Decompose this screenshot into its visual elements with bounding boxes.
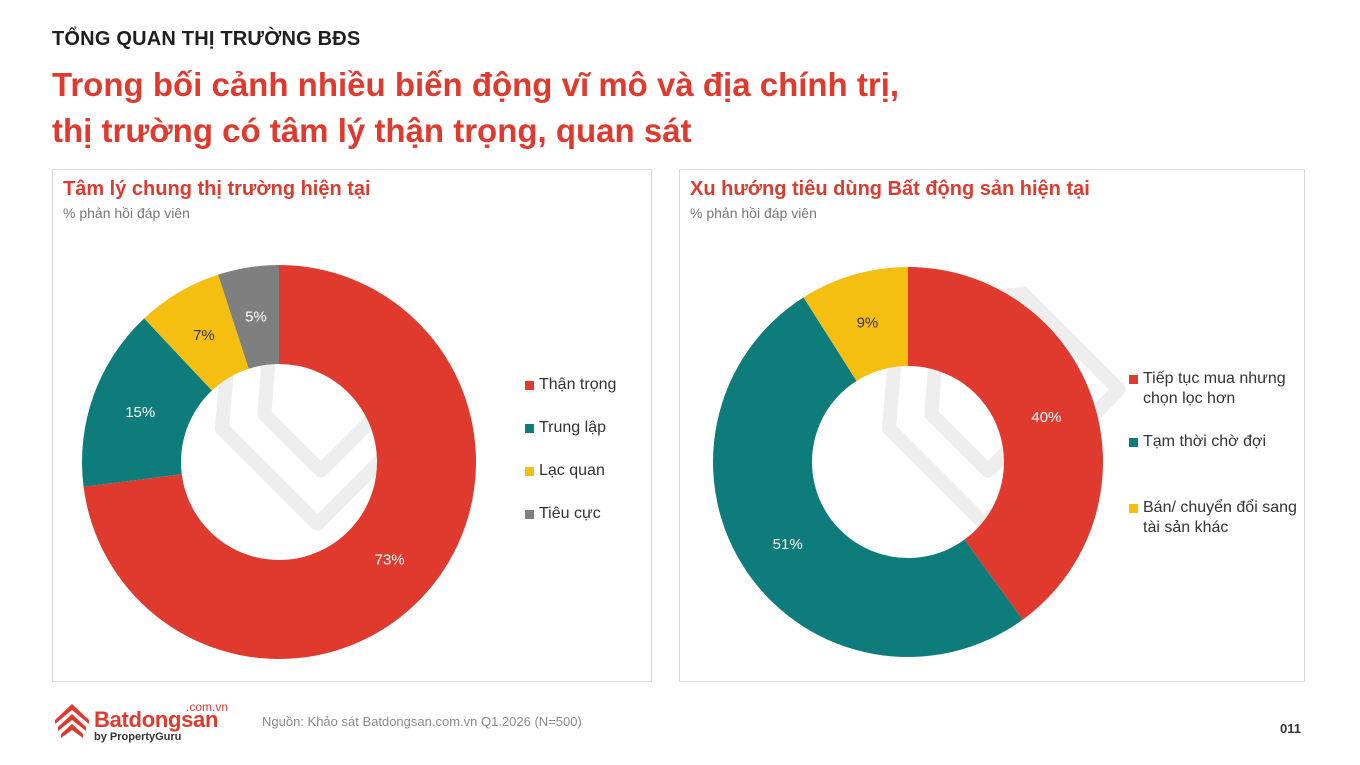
- donut-chart-consumption-trend: 40% 51% 9%: [713, 267, 1126, 657]
- data-label-ban-chuyen-doi-sang-tai-san-khac: 9%: [857, 314, 879, 331]
- data-label-tiep-tuc-mua-nhung-chon-loc-hon: 40%: [1031, 409, 1061, 426]
- section-label: TỔNG QUAN THỊ TRƯỜNG BĐS: [52, 28, 361, 50]
- headline-line-1: Trong bối cảnh nhiều biến động vĩ mô và …: [52, 66, 900, 103]
- legend-swatch: [525, 467, 534, 476]
- page-number: 011: [1280, 721, 1301, 736]
- legend-label: Lạc quan: [539, 462, 605, 479]
- data-label-than-trong: 73%: [375, 552, 405, 569]
- donut-slice-tiep-tuc-mua-nhung-chon-loc-hon: [908, 267, 1103, 620]
- donut-slice-ban-chuyen-doi-sang-tai-san-khac: [803, 267, 908, 381]
- chart-panel-market-sentiment: 73% 15% 7% 5% Tâm lý chung thị trường hiện …: [52, 169, 652, 682]
- logo-byline: by PropertyGuru: [94, 731, 182, 743]
- donut-slice-tam-thoi-cho-doi: [713, 297, 1023, 657]
- legend-label: Tiêu cực: [539, 505, 601, 522]
- donut-slice-than-trong: [83, 265, 476, 659]
- page-headline: Trong bối cảnh nhiều biến động vĩ mô và …: [52, 62, 899, 154]
- data-label-tam-thoi-cho-doi: 51%: [773, 536, 803, 553]
- legend-label: Tiếp tục mua nhưng chọn lọc hơn: [1143, 370, 1286, 407]
- donut-slice-tieu-cuc: [218, 265, 279, 369]
- legend-label: Bán/ chuyển đổi sang tài sản khác: [1143, 499, 1297, 536]
- legend-swatch: [525, 424, 534, 433]
- donut-chart-market-sentiment: 73% 15% 7% 5%: [81, 265, 476, 659]
- chart-panel-consumption-trend: 40% 51% 9% Xu hướng tiêu dùng Bất động sản…: [679, 169, 1305, 682]
- chart-title: Tâm lý chung thị trường hiện tại: [63, 178, 371, 200]
- chart-title: Xu hướng tiêu dùng Bất động sản hiện tại: [690, 178, 1090, 200]
- legend-swatch: [525, 381, 534, 390]
- headline-line-2: thị trường có tâm lý thận trọng, quan sá…: [52, 112, 692, 149]
- data-label-tieu-cuc: 5%: [245, 308, 267, 325]
- legend-swatch: [525, 510, 534, 519]
- chart-subtitle: % phản hồi đáp viên: [690, 205, 817, 221]
- legend-label: Thận trọng: [539, 376, 617, 393]
- house-logo-icon: [55, 704, 89, 738]
- logo-name: Batdongsan: [94, 707, 219, 732]
- source-note: Nguồn: Khảo sát Batdongsan.com.vn Q1.202…: [262, 714, 582, 729]
- legend-label: Trung lập: [539, 419, 606, 436]
- legend-label: Tạm thời chờ đợi: [1143, 433, 1267, 450]
- logo-domain: .com.vn: [186, 700, 229, 714]
- legend-swatch: [1129, 438, 1138, 447]
- brand-logo: Batdongsan .com.vn by PropertyGuru: [52, 700, 252, 744]
- legend-swatch: [1129, 504, 1138, 513]
- donut-slice-lac-quan: [144, 274, 249, 391]
- legend-swatch: [1129, 375, 1138, 384]
- chart-subtitle: % phản hồi đáp viên: [63, 205, 190, 221]
- data-label-lac-quan: 7%: [193, 327, 215, 344]
- donut-slice-trung-lap: [81, 318, 212, 487]
- data-label-trung-lap: 15%: [125, 404, 155, 421]
